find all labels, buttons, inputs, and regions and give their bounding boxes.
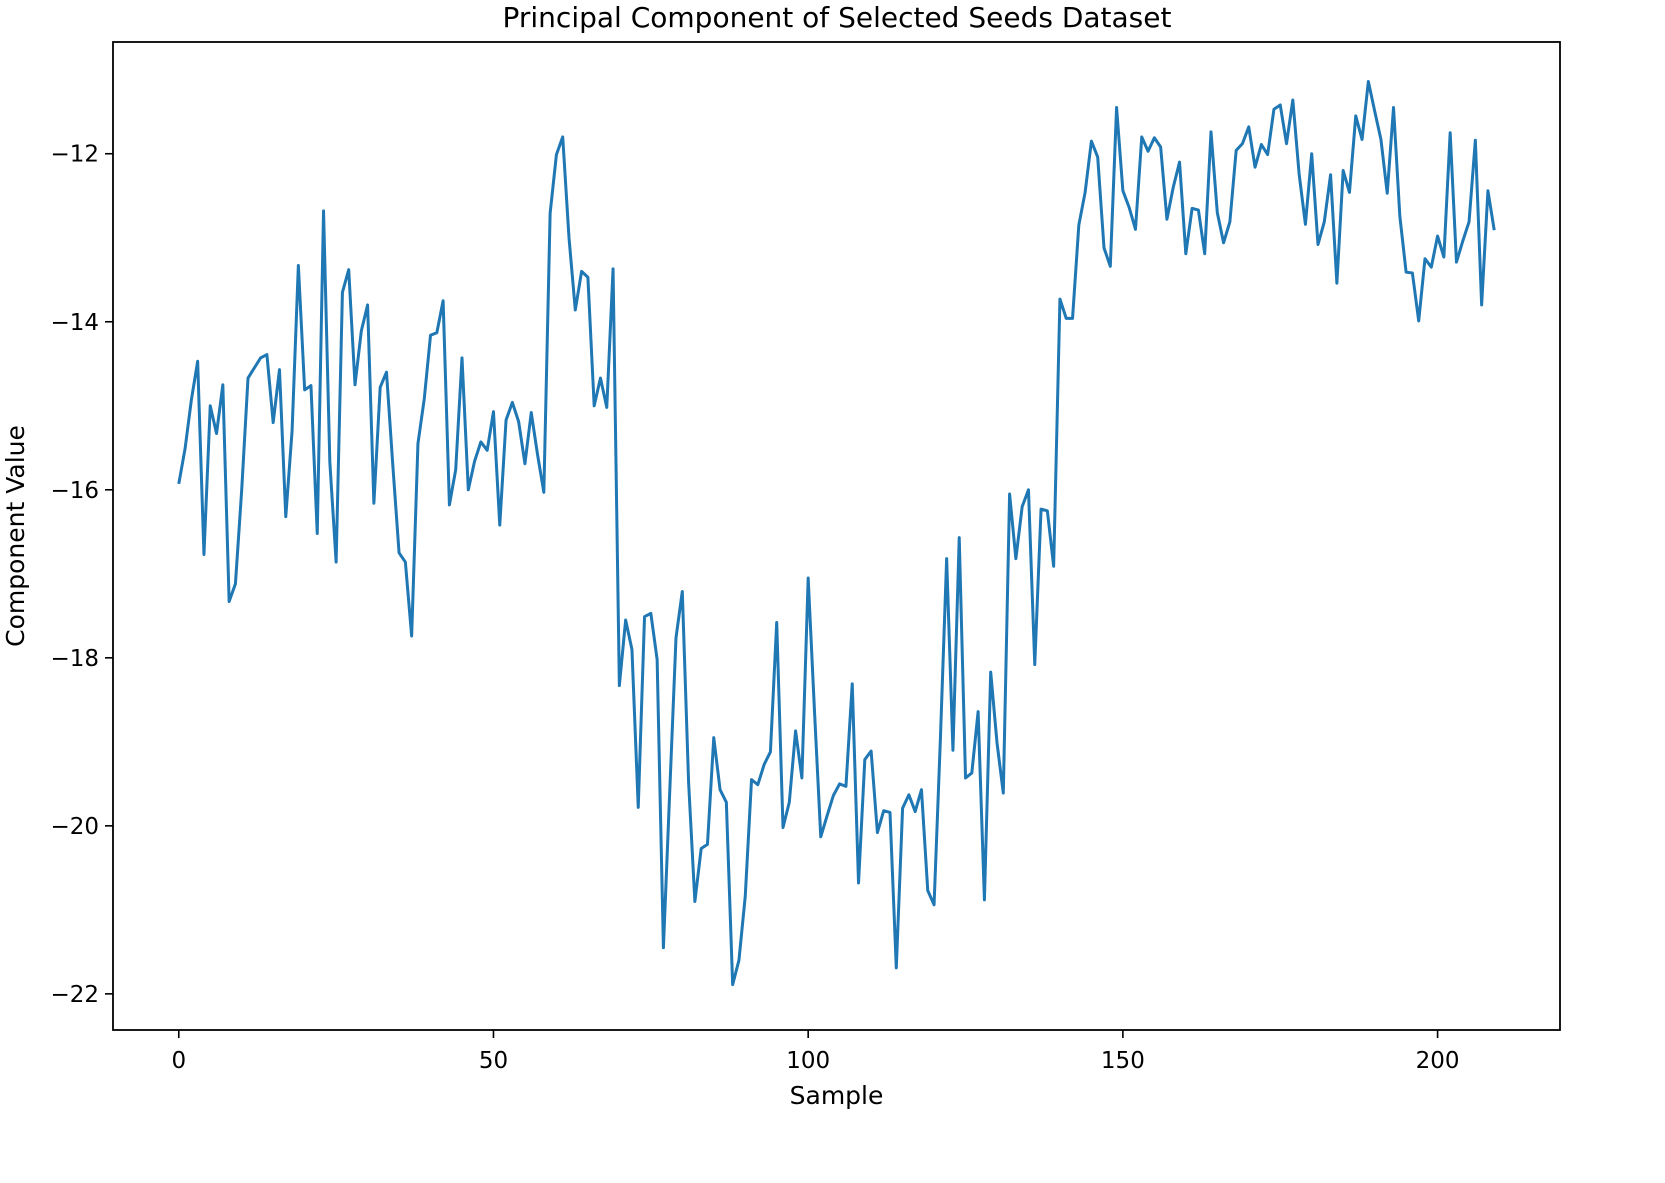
y-tick-label: −12 [50, 142, 99, 168]
y-tick-label: −16 [50, 478, 99, 504]
x-axis: 0 50 100 150 200 [171, 1030, 1460, 1074]
x-tick-label: 0 [171, 1048, 186, 1074]
y-axis-label: Component Value [1, 425, 30, 647]
x-axis-label: Sample [790, 1081, 884, 1110]
y-tick-label: −14 [50, 310, 99, 336]
plot-frame [112, 41, 1561, 1031]
x-tick-label: 200 [1416, 1048, 1460, 1074]
y-tick-label: −22 [50, 982, 99, 1008]
x-tick-label: 150 [1101, 1048, 1145, 1074]
x-tick-label: 100 [786, 1048, 830, 1074]
series-line [177, 79, 1496, 987]
y-tick-label: −18 [50, 646, 99, 672]
y-tick-label: −20 [50, 814, 99, 840]
y-axis: −22 −20 −18 −16 −14 −12 [50, 142, 113, 1008]
chart-title: Principal Component of Selected Seeds Da… [503, 1, 1172, 34]
x-tick-label: 50 [479, 1048, 508, 1074]
